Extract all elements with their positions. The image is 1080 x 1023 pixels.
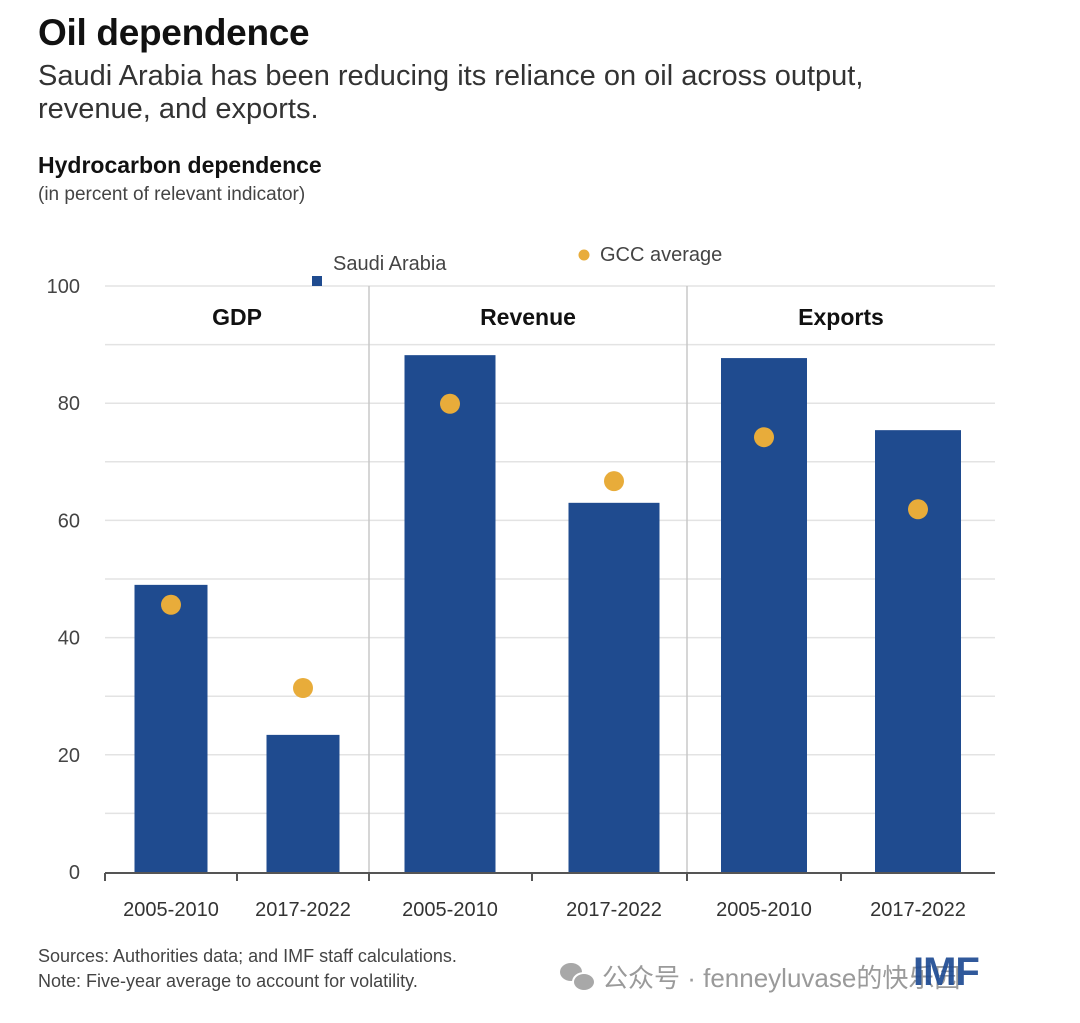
chart-title: Hydrocarbon dependence xyxy=(38,152,322,178)
legend-marker-saudi-arabia xyxy=(312,276,322,286)
y-tick-label: 0 xyxy=(69,862,80,884)
x-tick-label: 2017-2022 xyxy=(870,899,966,921)
legend-marker-gcc-average xyxy=(578,249,590,261)
bar-saudi-arabia xyxy=(404,355,496,872)
wechat-icon xyxy=(560,962,596,992)
dot-gcc-average xyxy=(604,471,624,492)
bar-saudi-arabia xyxy=(568,502,660,872)
watermark-text: 公众号 · fenneyluvase的快乐园 xyxy=(602,963,961,993)
bar-saudi-arabia xyxy=(266,734,340,872)
dot-gcc-average xyxy=(161,594,181,615)
panel-label-gdp: GDP xyxy=(212,304,262,330)
y-tick-label: 60 xyxy=(58,510,80,532)
bar-saudi-arabia xyxy=(134,584,208,872)
x-tick-label: 2005-2010 xyxy=(402,899,498,921)
legend-label-gcc-average: GCC average xyxy=(600,244,722,266)
x-tick-label: 2005-2010 xyxy=(123,899,219,921)
chart: 0 20 40 60 80 100 Saudi Arabia GCC average GDP 20… xyxy=(47,244,995,921)
panel-label-revenue: Revenue xyxy=(480,304,576,330)
y-tick-label: 80 xyxy=(58,393,80,415)
x-tick-label: 2005-2010 xyxy=(716,899,812,921)
y-tick-label: 100 xyxy=(47,276,80,298)
watermark: 公众号 · fenneyluvase的快乐园 xyxy=(560,958,960,995)
page-subtitle: Saudi Arabia has been reducing its relia… xyxy=(38,60,864,125)
x-tick-label: 2017-2022 xyxy=(255,899,351,921)
y-tick-label: 40 xyxy=(58,628,80,650)
imf-logo: IMF xyxy=(913,950,980,994)
chart-unit-label: (in percent of relevant indicator) xyxy=(38,184,306,205)
volatility-note: Note: Five-year average to account for v… xyxy=(38,971,418,991)
dot-gcc-average xyxy=(908,499,928,520)
sources-note: Sources: Authorities data; and IMF staff… xyxy=(38,946,457,966)
y-tick-label: 20 xyxy=(58,745,80,767)
page-title: Oil dependence xyxy=(38,12,310,53)
legend-label-saudi-arabia: Saudi Arabia xyxy=(333,253,447,275)
dot-gcc-average xyxy=(754,427,774,448)
dot-gcc-average xyxy=(440,393,460,414)
panel-label-exports: Exports xyxy=(798,304,884,330)
chart-notes: Sources: Authorities data; and IMF staff… xyxy=(38,944,457,994)
dot-gcc-average xyxy=(293,677,313,698)
x-tick-label: 2017-2022 xyxy=(566,899,662,921)
bar-saudi-arabia xyxy=(875,430,961,872)
